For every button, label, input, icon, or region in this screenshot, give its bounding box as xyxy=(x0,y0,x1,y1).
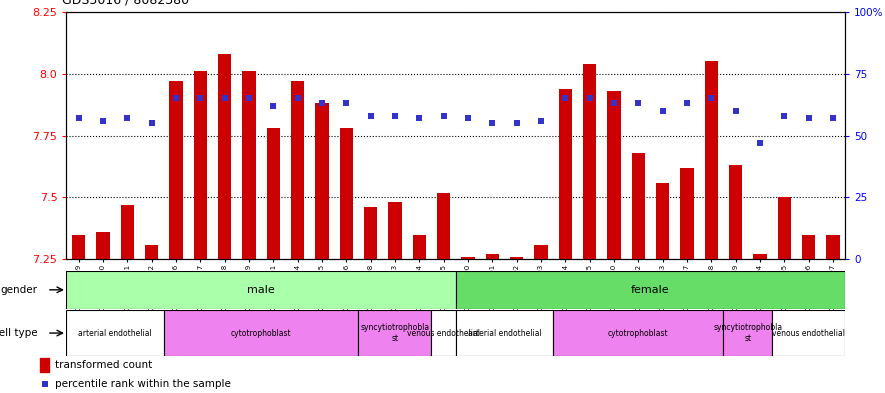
Bar xyxy=(291,81,304,259)
Text: venous endothelial: venous endothelial xyxy=(773,329,845,338)
Bar xyxy=(120,205,134,259)
Bar xyxy=(340,128,353,259)
Bar xyxy=(66,310,164,356)
Point xyxy=(315,100,329,107)
Text: arterial endothelial: arterial endothelial xyxy=(78,329,152,338)
Point xyxy=(266,103,281,109)
Point xyxy=(607,100,621,107)
Bar xyxy=(364,208,377,259)
Point xyxy=(144,120,158,127)
Point xyxy=(753,140,767,146)
Bar xyxy=(802,235,815,259)
Bar xyxy=(583,64,596,259)
Bar xyxy=(827,235,840,259)
Bar xyxy=(456,310,553,356)
Point xyxy=(364,113,378,119)
Bar xyxy=(389,202,402,259)
Point xyxy=(461,115,475,121)
Point xyxy=(582,95,596,101)
Point xyxy=(72,115,86,121)
Text: venous endothelial: venous endothelial xyxy=(407,329,480,338)
Bar xyxy=(96,232,110,259)
Point xyxy=(802,115,816,121)
Text: cytotrophoblast: cytotrophoblast xyxy=(231,329,291,338)
Bar xyxy=(432,310,456,356)
Bar xyxy=(412,235,426,259)
Point xyxy=(193,95,207,101)
Bar xyxy=(778,197,791,259)
Bar xyxy=(242,71,256,259)
Bar xyxy=(461,257,474,259)
Point xyxy=(37,381,51,387)
Text: gender: gender xyxy=(0,285,37,295)
Point xyxy=(120,115,135,121)
Text: syncytiotrophobla
st: syncytiotrophobla st xyxy=(713,323,782,343)
Point xyxy=(96,118,110,124)
Point xyxy=(656,108,670,114)
Point xyxy=(169,95,183,101)
Bar xyxy=(437,193,450,259)
Point xyxy=(218,95,232,101)
Bar xyxy=(66,271,456,309)
Bar xyxy=(607,91,620,259)
Bar xyxy=(510,257,523,259)
Bar xyxy=(358,310,431,356)
Text: transformed count: transformed count xyxy=(55,360,152,370)
Point xyxy=(510,120,524,127)
Bar xyxy=(456,271,845,309)
Bar xyxy=(194,71,207,259)
Point xyxy=(558,95,573,101)
Text: cytotrophoblast: cytotrophoblast xyxy=(608,329,669,338)
Text: percentile rank within the sample: percentile rank within the sample xyxy=(55,379,231,389)
Text: male: male xyxy=(247,285,275,295)
Point xyxy=(728,108,743,114)
Bar xyxy=(729,165,743,259)
Bar xyxy=(486,254,499,259)
Bar xyxy=(681,168,694,259)
Text: cell type: cell type xyxy=(0,328,37,338)
Bar xyxy=(558,88,572,259)
Bar xyxy=(218,54,231,259)
Bar xyxy=(40,358,49,373)
Bar xyxy=(724,310,772,356)
Bar xyxy=(266,128,280,259)
Text: syncytiotrophobla
st: syncytiotrophobla st xyxy=(360,323,429,343)
Bar xyxy=(772,310,845,356)
Point xyxy=(436,113,450,119)
Bar xyxy=(753,254,766,259)
Point xyxy=(680,100,694,107)
Text: female: female xyxy=(631,285,670,295)
Point xyxy=(704,95,719,101)
Bar xyxy=(535,244,548,259)
Bar xyxy=(553,310,724,356)
Point xyxy=(290,95,304,101)
Point xyxy=(534,118,548,124)
Point xyxy=(777,113,791,119)
Bar xyxy=(315,103,328,259)
Text: arterial endothelial: arterial endothelial xyxy=(467,329,542,338)
Bar xyxy=(145,244,158,259)
Bar xyxy=(704,61,718,259)
Bar xyxy=(656,183,669,259)
Point xyxy=(631,100,645,107)
Text: GDS5016 / 8082380: GDS5016 / 8082380 xyxy=(63,0,189,7)
Bar xyxy=(164,310,358,356)
Point xyxy=(388,113,402,119)
Bar xyxy=(632,153,645,259)
Point xyxy=(339,100,353,107)
Point xyxy=(826,115,840,121)
Point xyxy=(242,95,256,101)
Point xyxy=(412,115,427,121)
Bar xyxy=(169,81,182,259)
Point xyxy=(485,120,499,127)
Bar xyxy=(72,235,85,259)
